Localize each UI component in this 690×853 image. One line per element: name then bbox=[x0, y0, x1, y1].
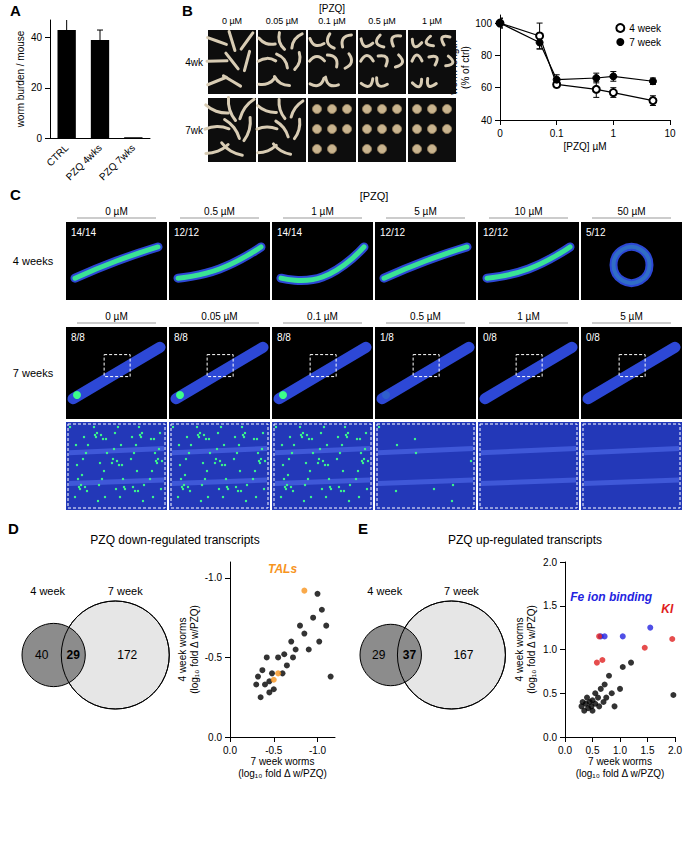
svg-text:10: 10 bbox=[664, 128, 676, 139]
svg-text:14/14: 14/14 bbox=[71, 227, 96, 238]
svg-text:[PZQ] µM: [PZQ] µM bbox=[564, 141, 607, 152]
svg-text:40: 40 bbox=[481, 115, 493, 126]
svg-text:5 µM: 5 µM bbox=[620, 311, 642, 322]
svg-text:0.5 µM: 0.5 µM bbox=[368, 16, 396, 26]
svg-text:0.05 µM: 0.05 µM bbox=[201, 311, 237, 322]
svg-text:29: 29 bbox=[67, 648, 81, 662]
svg-text:-1.0: -1.0 bbox=[309, 745, 327, 756]
svg-text:-0.5: -0.5 bbox=[205, 652, 223, 663]
svg-text:7 week: 7 week bbox=[444, 585, 479, 597]
svg-text:0.0: 0.0 bbox=[223, 745, 237, 756]
svg-text:PZQ up-regulated transcripts: PZQ up-regulated transcripts bbox=[448, 533, 602, 547]
svg-text:50 µM: 50 µM bbox=[618, 206, 646, 217]
svg-text:7wk: 7wk bbox=[185, 125, 204, 136]
svg-text:0/8: 0/8 bbox=[586, 332, 600, 343]
svg-text:0 µM: 0 µM bbox=[105, 206, 127, 217]
svg-text:0.5: 0.5 bbox=[586, 745, 600, 756]
svg-text:[PZQ]: [PZQ] bbox=[319, 3, 345, 14]
svg-text:8/8: 8/8 bbox=[277, 332, 291, 343]
svg-text:7 week: 7 week bbox=[108, 585, 143, 597]
svg-text:172: 172 bbox=[117, 648, 137, 662]
svg-text:0: 0 bbox=[36, 133, 42, 144]
svg-text:2.0: 2.0 bbox=[668, 745, 682, 756]
svg-text:40: 40 bbox=[35, 648, 49, 662]
svg-text:5/12: 5/12 bbox=[586, 227, 606, 238]
svg-text:40: 40 bbox=[31, 32, 43, 43]
svg-text:0.0: 0.0 bbox=[543, 732, 557, 743]
svg-text:(log₁₀ fold Δ w/PZQ): (log₁₀ fold Δ w/PZQ) bbox=[526, 605, 537, 694]
svg-text:7 week: 7 week bbox=[629, 37, 662, 48]
svg-text:167: 167 bbox=[453, 648, 473, 662]
svg-text:4wk: 4wk bbox=[185, 57, 204, 68]
svg-text:-0.5: -0.5 bbox=[265, 745, 283, 756]
svg-text:worm burden / mouse: worm burden / mouse bbox=[15, 30, 26, 128]
svg-text:0 µM: 0 µM bbox=[222, 16, 242, 26]
svg-text:1: 1 bbox=[611, 128, 617, 139]
svg-text:0.0: 0.0 bbox=[208, 732, 222, 743]
svg-text:4 week worms: 4 week worms bbox=[514, 618, 525, 682]
svg-text:29: 29 bbox=[372, 648, 386, 662]
svg-text:1/8: 1/8 bbox=[380, 332, 394, 343]
svg-text:PZQ 4wks: PZQ 4wks bbox=[63, 142, 104, 183]
svg-text:20: 20 bbox=[31, 82, 43, 93]
svg-text:0.5 µM: 0.5 µM bbox=[410, 311, 441, 322]
svg-text:KI: KI bbox=[661, 602, 674, 616]
svg-text:PZQ down-regulated transcripts: PZQ down-regulated transcripts bbox=[90, 533, 259, 547]
svg-text:0.1 µM: 0.1 µM bbox=[307, 311, 338, 322]
svg-text:0.0: 0.0 bbox=[558, 745, 572, 756]
svg-text:10 µM: 10 µM bbox=[515, 206, 543, 217]
svg-text:4 weeks: 4 weeks bbox=[13, 255, 54, 267]
svg-text:5 µM: 5 µM bbox=[414, 206, 436, 217]
svg-text:PZQ 7wks: PZQ 7wks bbox=[97, 142, 137, 182]
svg-text:A: A bbox=[10, 2, 21, 19]
svg-text:D: D bbox=[8, 520, 19, 537]
svg-text:1.5: 1.5 bbox=[641, 745, 655, 756]
svg-text:1 µM: 1 µM bbox=[517, 311, 539, 322]
svg-text:0.5 µM: 0.5 µM bbox=[204, 206, 235, 217]
svg-text:[PZQ]: [PZQ] bbox=[360, 190, 389, 202]
svg-text:12/12: 12/12 bbox=[380, 227, 405, 238]
svg-text:7 week worms: 7 week worms bbox=[251, 756, 315, 767]
svg-text:2.0: 2.0 bbox=[543, 557, 557, 568]
svg-text:(% of ctrl): (% of ctrl) bbox=[460, 46, 471, 89]
svg-text:(log₁₀ fold Δ w/PZQ): (log₁₀ fold Δ w/PZQ) bbox=[576, 768, 665, 779]
svg-text:(log₁₀ fold Δ w/PZQ): (log₁₀ fold Δ w/PZQ) bbox=[189, 605, 200, 694]
svg-text:1.0: 1.0 bbox=[613, 745, 627, 756]
svg-text:4 week: 4 week bbox=[629, 23, 662, 34]
svg-text:14/14: 14/14 bbox=[277, 227, 302, 238]
svg-text:37: 37 bbox=[403, 648, 417, 662]
svg-text:0: 0 bbox=[497, 128, 503, 139]
svg-text:0.1: 0.1 bbox=[550, 128, 564, 139]
svg-text:0.1 µM: 0.1 µM bbox=[318, 16, 346, 26]
svg-text:4 week: 4 week bbox=[367, 585, 402, 597]
svg-text:4 week: 4 week bbox=[30, 585, 65, 597]
svg-text:0 µM: 0 µM bbox=[105, 311, 127, 322]
svg-text:1.0: 1.0 bbox=[543, 644, 557, 655]
svg-text:E: E bbox=[358, 520, 368, 537]
svg-text:B: B bbox=[182, 2, 193, 19]
svg-text:0.05 µM: 0.05 µM bbox=[266, 16, 299, 26]
svg-text:12/12: 12/12 bbox=[174, 227, 199, 238]
svg-text:100: 100 bbox=[475, 18, 492, 29]
svg-text:60: 60 bbox=[481, 82, 493, 93]
svg-text:7 weeks: 7 weeks bbox=[13, 367, 54, 379]
svg-text:1.5: 1.5 bbox=[543, 600, 557, 611]
svg-text:C: C bbox=[10, 186, 21, 203]
svg-text:8/8: 8/8 bbox=[174, 332, 188, 343]
svg-text:CTRL: CTRL bbox=[44, 142, 71, 169]
svg-text:80: 80 bbox=[481, 50, 493, 61]
svg-text:1 µM: 1 µM bbox=[422, 16, 442, 26]
svg-text:(log₁₀ fold Δ w/PZQ): (log₁₀ fold Δ w/PZQ) bbox=[238, 768, 327, 779]
svg-text:8/8: 8/8 bbox=[71, 332, 85, 343]
svg-text:12/12: 12/12 bbox=[483, 227, 508, 238]
svg-text:-1.0: -1.0 bbox=[205, 572, 223, 583]
svg-text:1 µM: 1 µM bbox=[311, 206, 333, 217]
svg-text:4 week worms: 4 week worms bbox=[177, 618, 188, 682]
svg-text:0/8: 0/8 bbox=[483, 332, 497, 343]
svg-text:0.5: 0.5 bbox=[543, 688, 557, 699]
svg-text:7 week worms: 7 week worms bbox=[588, 756, 652, 767]
svg-text:Fe ion binding: Fe ion binding bbox=[570, 590, 653, 604]
svg-text:TALs: TALs bbox=[268, 562, 297, 576]
